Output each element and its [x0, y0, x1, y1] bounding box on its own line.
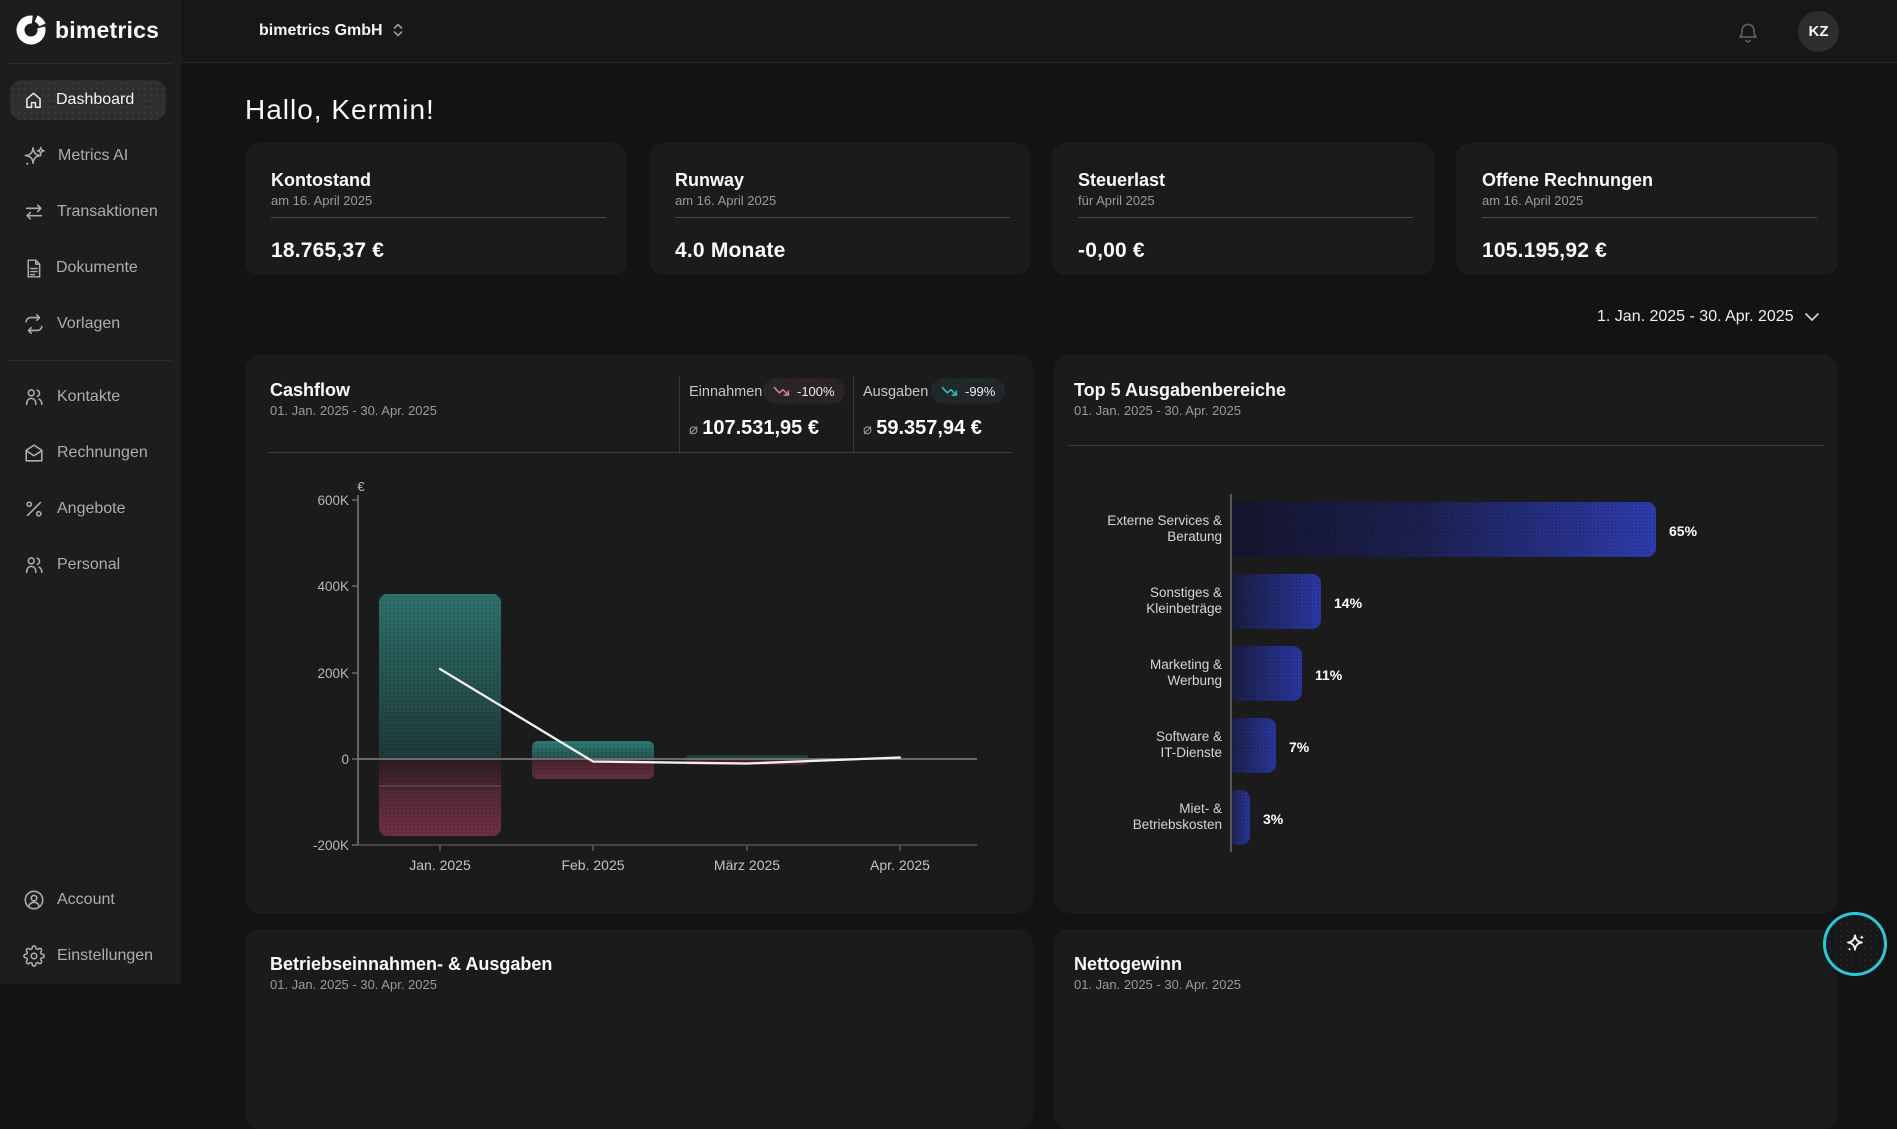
- svg-text:600K: 600K: [317, 493, 349, 508]
- svg-text:0: 0: [341, 752, 349, 767]
- svg-text:März 2025: März 2025: [714, 857, 780, 873]
- svg-text:-200K: -200K: [313, 838, 349, 853]
- svg-text:400K: 400K: [317, 579, 349, 594]
- svg-text:Jan. 2025: Jan. 2025: [409, 857, 471, 873]
- svg-text:200K: 200K: [317, 666, 349, 681]
- svg-text:Feb. 2025: Feb. 2025: [561, 857, 624, 873]
- svg-text:Apr. 2025: Apr. 2025: [870, 857, 930, 873]
- svg-text:€: €: [357, 479, 365, 494]
